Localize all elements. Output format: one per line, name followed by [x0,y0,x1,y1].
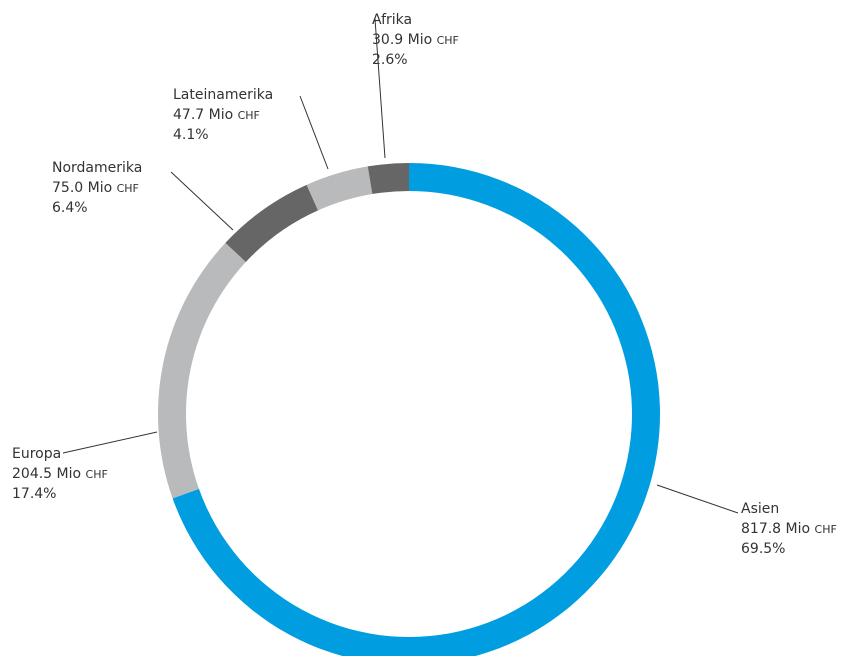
leader-line-nordamerika [170,171,234,231]
label-percent: 6.4% [52,200,88,216]
label-value: 817.8 Mio [741,521,815,537]
leader-line-lateinamerika [299,95,329,170]
label-value: 47.7 Mio [173,107,238,123]
slice-afrika [367,163,409,195]
leader-line-asien [656,484,739,514]
label-europa: Europa 204.5 Mio CHF 17.4% [12,446,108,502]
label-currency: CHF [86,468,108,481]
label-value: 30.9 Mio [372,32,437,48]
label-percent: 4.1% [173,127,209,143]
label-currency: CHF [437,34,459,47]
label-currency: CHF [815,523,837,536]
label-name: Afrika [372,12,412,28]
slice-europa [157,242,246,499]
label-name: Lateinamerika [173,87,273,103]
label-name: Nordamerika [52,160,142,176]
label-name: Europa [12,446,61,462]
label-percent: 69.5% [741,541,785,557]
label-currency: CHF [117,182,139,195]
label-lateinamerika: Lateinamerika 47.7 Mio CHF 4.1% [173,87,273,143]
label-value: 75.0 Mio [52,180,117,196]
label-name: Asien [741,501,779,517]
label-nordamerika: Nordamerika 75.0 Mio CHF 6.4% [52,160,142,216]
slice-lateinamerika [306,166,373,211]
slice-nordamerika [225,184,319,262]
label-percent: 2.6% [372,52,408,68]
label-percent: 17.4% [12,486,56,502]
leader-line-europa [62,431,158,454]
leader-line-afrika [374,18,386,159]
label-currency: CHF [238,109,260,122]
label-asien: Asien 817.8 Mio CHF 69.5% [741,501,837,557]
label-value: 204.5 Mio [12,466,86,482]
label-afrika: Afrika 30.9 Mio CHF 2.6% [372,12,459,68]
